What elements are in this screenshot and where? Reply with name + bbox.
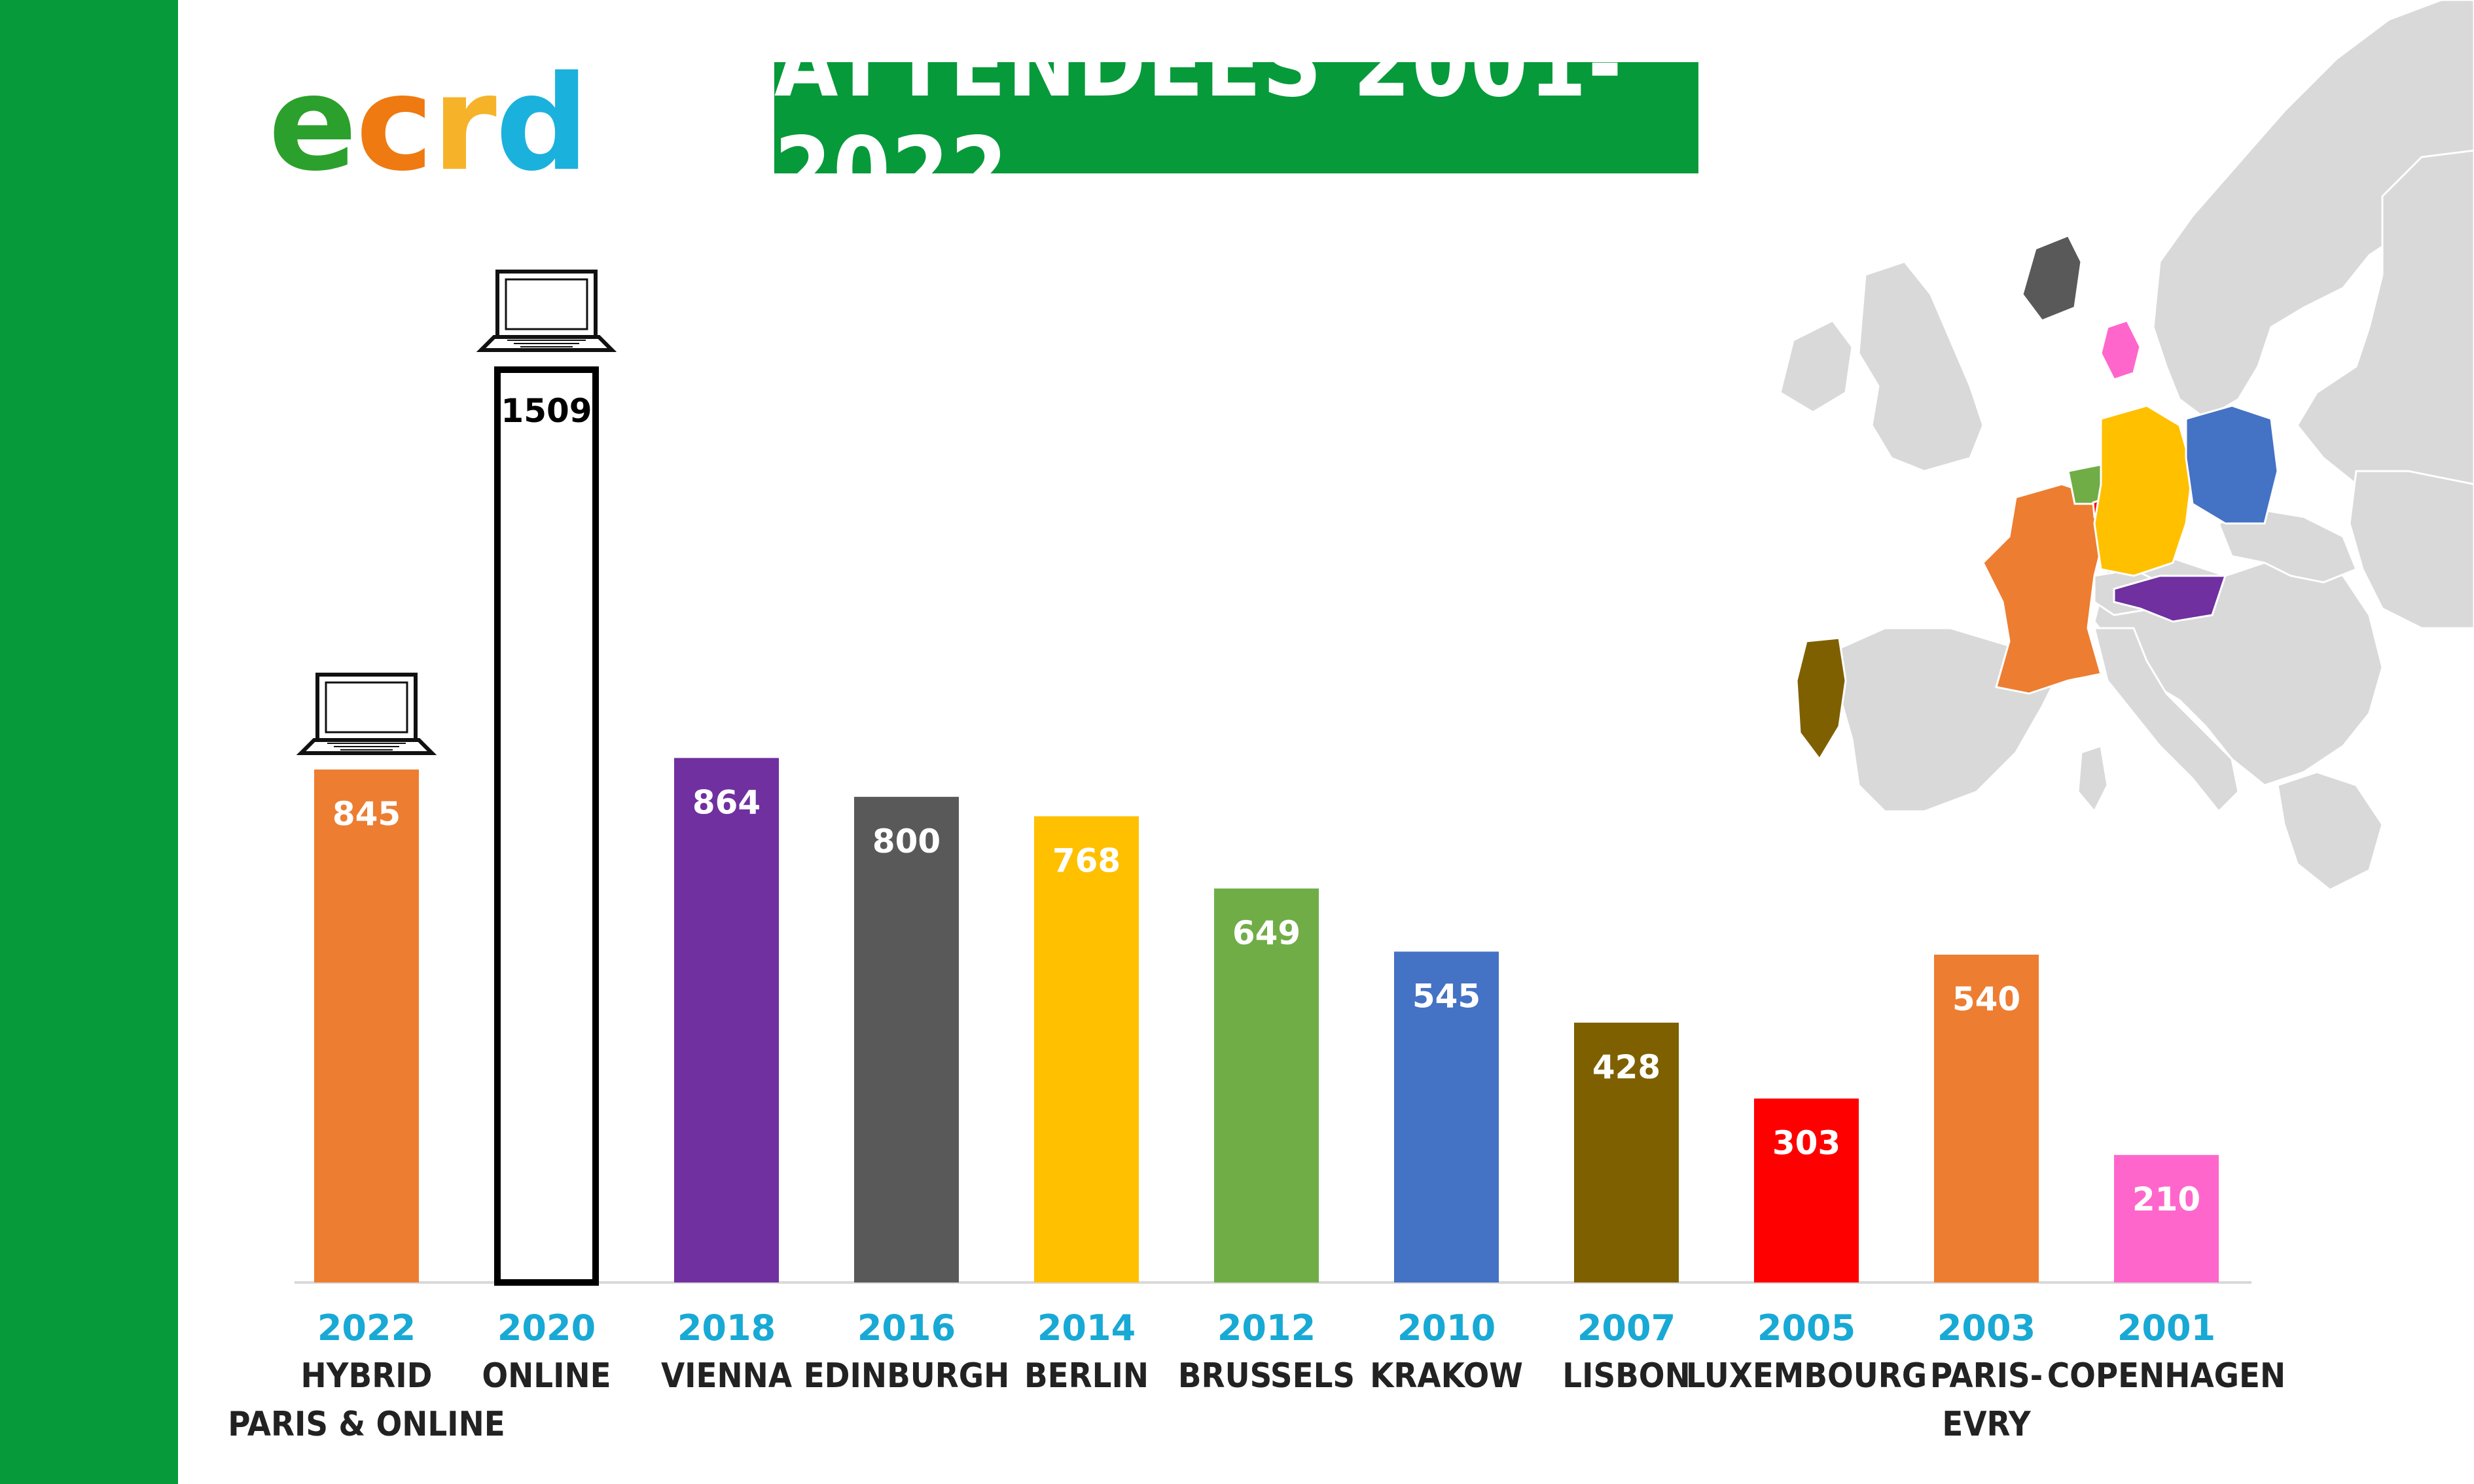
x-tick-location-label: BERLIN xyxy=(1024,1356,1149,1396)
bar-value-label: 1509 xyxy=(501,392,592,430)
x-tick-year-label: 2022 xyxy=(317,1307,416,1349)
x-tick-location-label: HYBRID xyxy=(301,1356,433,1396)
title-banner: ATTENDEES 2001-2022 xyxy=(774,11,1698,224)
europe-map xyxy=(1779,0,2474,891)
x-tick-year-label: 2012 xyxy=(1217,1307,1316,1349)
x-tick-year-label: 2005 xyxy=(1757,1307,1856,1349)
bar-value-label: 545 xyxy=(1412,977,1480,1015)
x-tick-location-label: PARIS & ONLINE xyxy=(228,1405,505,1444)
map-country-scotland xyxy=(2021,234,2083,322)
map-country-denmark xyxy=(2100,319,2142,381)
map-base-countries xyxy=(1779,0,2474,891)
x-tick-location-label: BRUSSELS xyxy=(1178,1356,1355,1396)
bar-2012 xyxy=(1214,888,1319,1282)
x-tick-location-label: KRAKOW xyxy=(1370,1356,1523,1396)
bar-2020 xyxy=(494,366,599,1286)
bar-2010 xyxy=(1394,951,1499,1282)
x-tick-location-label: EDINBURGH xyxy=(804,1356,1010,1396)
logo-letter-r: r xyxy=(432,48,497,200)
bar-2005 xyxy=(1754,1098,1859,1282)
x-tick-year-label: 2001 xyxy=(2117,1307,2215,1349)
ecrd-logo: e c r d xyxy=(268,59,589,190)
laptop-icon xyxy=(476,270,617,352)
x-tick-year-label: 2007 xyxy=(1577,1307,1676,1349)
x-tick-year-label: 2020 xyxy=(497,1307,596,1349)
bar-value-label: 845 xyxy=(332,795,401,833)
x-tick-year-label: 2018 xyxy=(677,1307,776,1349)
x-tick-location-label: EVRY xyxy=(1942,1405,2031,1444)
bar-value-label: 768 xyxy=(1052,841,1120,879)
x-tick-location-label: VIENNA xyxy=(661,1356,792,1396)
bar-value-label: 864 xyxy=(692,783,761,821)
logo-letter-e: e xyxy=(268,48,357,200)
bar-series: 845 2022 HYBRID PARIS & ONLINE 1509 2020 ONLIN… xyxy=(228,270,2286,1444)
map-sardinia xyxy=(2077,745,2109,813)
bar-value-label: 303 xyxy=(1772,1124,1840,1162)
bar-2016 xyxy=(854,796,959,1282)
bar-2014 xyxy=(1034,816,1139,1282)
x-tick-location-label: ONLINE xyxy=(482,1356,611,1396)
x-tick-location-label: LISBON xyxy=(1562,1356,1690,1396)
logo-letter-d: d xyxy=(495,48,589,200)
map-great-britain xyxy=(1857,260,1984,472)
laptop-icon xyxy=(296,673,437,756)
map-greece xyxy=(2276,771,2384,891)
map-country-austria xyxy=(2113,574,2227,623)
map-country-portugal xyxy=(1795,637,1847,761)
bar-value-label: 540 xyxy=(1952,980,2020,1018)
bar-2018 xyxy=(674,758,779,1282)
bar-value-label: 210 xyxy=(2132,1180,2200,1218)
x-tick-location-label: PARIS- xyxy=(1930,1356,2043,1396)
bar-value-label: 800 xyxy=(872,822,941,860)
map-country-germany xyxy=(2093,404,2194,577)
map-country-poland xyxy=(2185,404,2279,525)
x-tick-year-label: 2003 xyxy=(1937,1307,2035,1349)
bar-2007 xyxy=(1574,1022,1679,1282)
logo-letter-c: c xyxy=(355,48,434,200)
map-czech-hungary xyxy=(2217,509,2357,584)
bar-2022 xyxy=(314,769,419,1282)
bar-value-label: 428 xyxy=(1592,1048,1660,1086)
x-tick-location-label: LUXEMBOURG xyxy=(1686,1356,1927,1396)
x-tick-year-label: 2016 xyxy=(857,1307,956,1349)
x-tick-year-label: 2014 xyxy=(1037,1307,1136,1349)
map-highlighted-countries xyxy=(1795,234,2279,761)
chart-title: ATTENDEES 2001-2022 xyxy=(774,11,1624,224)
map-italy xyxy=(2093,627,2240,813)
map-ukraine xyxy=(2348,470,2474,629)
x-tick-year-label: 2010 xyxy=(1397,1307,1496,1349)
side-bar xyxy=(0,0,178,1484)
bar-value-label: 649 xyxy=(1232,914,1300,952)
bar-2003 xyxy=(1934,955,2039,1282)
bar-2001 xyxy=(2114,1155,2219,1282)
x-tick-location-label: COPENHAGEN xyxy=(2047,1356,2286,1396)
map-ireland xyxy=(1779,319,1854,414)
map-east xyxy=(2296,149,2474,538)
